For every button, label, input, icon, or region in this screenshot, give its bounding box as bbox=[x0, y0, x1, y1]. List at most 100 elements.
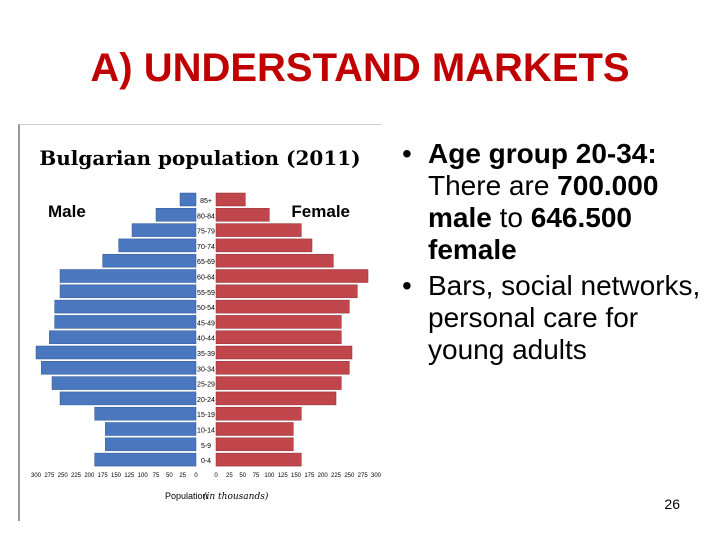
x-tick-labels: 300 275 250 225 200 175 150 125 100 75 50 25 0 0 25 50 7… bbox=[31, 473, 382, 479]
bar-male-80-84 bbox=[155, 208, 197, 222]
x-tick-male: 75 bbox=[153, 473, 160, 479]
x-axis-unit: (in thousands) bbox=[203, 491, 269, 502]
bar-female-45-49 bbox=[215, 315, 342, 329]
bullet-item: • Bars, social networks, personal care f… bbox=[398, 270, 708, 366]
bar-female-35-39 bbox=[215, 345, 353, 360]
x-tick-female: 125 bbox=[278, 473, 289, 479]
category-label: 15-19 bbox=[197, 412, 215, 419]
x-tick-female: 175 bbox=[304, 473, 315, 479]
bar-male-25-29 bbox=[51, 376, 197, 390]
bullet-segment: Age group 20-34: bbox=[428, 138, 657, 169]
x-tick-female: 250 bbox=[344, 473, 355, 479]
bullet-segment: to bbox=[491, 202, 531, 233]
bar-female-15-19 bbox=[215, 406, 302, 421]
bar-male-35-39 bbox=[35, 345, 197, 360]
x-tick-female: 150 bbox=[291, 473, 302, 479]
x-axis-label: Population bbox=[165, 491, 208, 501]
category-label: 75-79 bbox=[197, 229, 215, 236]
category-label: 5-9 bbox=[201, 443, 211, 450]
bullet-segment: Bars, social networks, personal care for… bbox=[428, 270, 701, 365]
x-tick-male: 225 bbox=[71, 473, 82, 479]
bar-female-50-54 bbox=[215, 299, 350, 314]
bar-male-75-79 bbox=[131, 223, 197, 237]
x-tick-male: 0 bbox=[194, 473, 198, 479]
bar-male-60-64 bbox=[59, 269, 197, 283]
category-label: 50-54 bbox=[197, 305, 215, 312]
bullet-dot-icon: • bbox=[402, 138, 412, 169]
category-label: 45-49 bbox=[197, 320, 215, 327]
x-tick-female: 300 bbox=[371, 473, 382, 479]
category-label: 60-64 bbox=[197, 275, 215, 282]
bar-female-75-79 bbox=[215, 223, 302, 237]
chart-title: Bulgarian population (2011) bbox=[39, 146, 360, 170]
category-label: 65-69 bbox=[197, 259, 215, 266]
category-label: 70-74 bbox=[197, 244, 215, 251]
bar-female-5-9 bbox=[215, 437, 294, 452]
x-tick-female: 100 bbox=[264, 473, 275, 479]
x-tick-male: 100 bbox=[138, 473, 149, 479]
bar-female-80-84 bbox=[215, 208, 270, 222]
bar-male-40-44 bbox=[49, 330, 197, 344]
bar-male-15-19 bbox=[94, 406, 197, 421]
bar-female-20-24 bbox=[215, 391, 337, 406]
category-label: 25-29 bbox=[197, 382, 215, 389]
category-label: 35-39 bbox=[197, 351, 215, 358]
bar-female-60-64 bbox=[215, 269, 369, 283]
bar-female-10-14 bbox=[215, 422, 294, 436]
x-tick-male: 200 bbox=[84, 473, 95, 479]
x-tick-female: 200 bbox=[318, 473, 329, 479]
bullet-item: • Age group 20-34: There are 700.000 mal… bbox=[398, 138, 708, 266]
bar-male-5-9 bbox=[105, 437, 197, 452]
bullet-segment: 700.000 male bbox=[428, 170, 659, 233]
x-tick-female: 0 bbox=[214, 473, 218, 479]
bar-female-85+ bbox=[215, 192, 246, 207]
bars-layer bbox=[35, 192, 369, 467]
bar-female-70-74 bbox=[215, 238, 313, 253]
bar-female-55-59 bbox=[215, 284, 358, 299]
x-tick-male: 50 bbox=[166, 473, 173, 479]
bar-female-65-69 bbox=[215, 253, 334, 268]
x-tick-female: 275 bbox=[358, 473, 369, 479]
bar-female-30-34 bbox=[215, 361, 350, 375]
bar-male-45-49 bbox=[54, 315, 197, 329]
bullet-list: • Age group 20-34: There are 700.000 mal… bbox=[398, 138, 708, 370]
bullet-segment: 646.500 female bbox=[428, 202, 632, 265]
category-label: 85+ bbox=[200, 198, 212, 205]
bar-female-0-4 bbox=[215, 452, 302, 467]
bar-male-50-54 bbox=[54, 299, 197, 314]
x-tick-female: 225 bbox=[331, 473, 342, 479]
x-tick-male: 250 bbox=[58, 473, 69, 479]
bar-male-70-74 bbox=[118, 238, 197, 253]
bullet-segment: There are bbox=[428, 170, 558, 201]
bar-male-55-59 bbox=[59, 284, 197, 299]
category-label: 80-84 bbox=[197, 213, 215, 220]
bar-male-20-24 bbox=[59, 391, 197, 406]
category-label: 55-59 bbox=[197, 290, 215, 297]
bullet-dot-icon: • bbox=[402, 270, 412, 301]
legend-female: Female bbox=[291, 202, 350, 221]
x-tick-male: 25 bbox=[179, 473, 186, 479]
bar-male-0-4 bbox=[94, 452, 197, 467]
legend-male: Male bbox=[48, 202, 86, 221]
x-tick-male: 150 bbox=[111, 473, 122, 479]
category-label: 0-4 bbox=[201, 458, 211, 465]
x-tick-female: 50 bbox=[239, 473, 246, 479]
x-tick-female: 25 bbox=[226, 473, 233, 479]
bar-male-10-14 bbox=[105, 422, 197, 436]
page-number: 26 bbox=[664, 496, 680, 512]
category-label: 20-24 bbox=[197, 397, 215, 404]
bar-male-30-34 bbox=[41, 361, 197, 375]
x-tick-male: 275 bbox=[44, 473, 55, 479]
x-tick-male: 175 bbox=[98, 473, 109, 479]
bar-female-25-29 bbox=[215, 376, 342, 390]
category-labels: 85+ 80-84 75-79 70-74 65-69 60-64 55-59 50-54 45… bbox=[197, 198, 215, 465]
x-tick-male: 300 bbox=[31, 473, 42, 479]
category-label: 40-44 bbox=[197, 336, 215, 343]
x-tick-female: 75 bbox=[253, 473, 260, 479]
category-label: 30-34 bbox=[197, 366, 215, 373]
bar-female-40-44 bbox=[215, 330, 342, 344]
x-tick-male: 125 bbox=[124, 473, 135, 479]
category-label: 10-14 bbox=[197, 428, 215, 435]
bar-male-85+ bbox=[179, 192, 197, 207]
bar-male-65-69 bbox=[102, 253, 197, 268]
